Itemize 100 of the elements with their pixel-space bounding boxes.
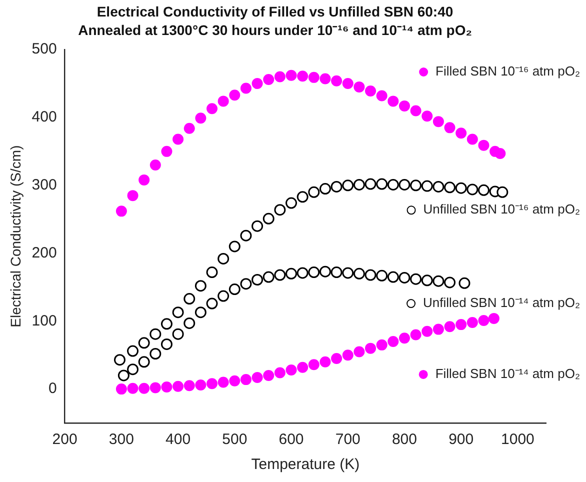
point: [330, 266, 342, 278]
point: [218, 96, 229, 107]
point: [421, 274, 433, 286]
point: [229, 375, 240, 386]
y-tick-label: 100: [32, 312, 57, 330]
point: [410, 180, 422, 192]
point: [172, 134, 184, 145]
chart-subtitle: Annealed at 1300°C 30 hours under 10⁻¹⁶ and 10⁻¹⁴ atm pO₂: [78, 22, 472, 38]
point: [262, 271, 274, 283]
point: [488, 312, 500, 324]
point: [218, 252, 230, 264]
point: [184, 380, 195, 392]
point: [388, 96, 399, 107]
point: [184, 122, 195, 134]
chart-title: Electrical Conductivity of Filled vs Unfilled SBN 60:40: [96, 3, 454, 20]
y-axis-title: Electrical Conductivity (S/cm): [7, 145, 24, 328]
point: [114, 354, 126, 366]
point: [376, 339, 388, 350]
point: [184, 317, 196, 329]
point: [274, 269, 286, 281]
point: [138, 382, 150, 394]
point: [444, 122, 456, 134]
point: [240, 82, 252, 94]
point: [229, 90, 240, 101]
point: [456, 319, 467, 330]
point: [116, 206, 127, 217]
point: [478, 140, 490, 151]
legend-label: Filled SBN 10⁻¹⁴ atm pO₂: [435, 366, 580, 382]
point: [354, 346, 365, 358]
point: [320, 73, 331, 84]
point: [478, 314, 490, 326]
point: [398, 178, 410, 190]
point: [297, 70, 308, 82]
point: [398, 272, 410, 284]
point: [364, 269, 376, 281]
point: [252, 274, 264, 286]
point: [240, 374, 252, 386]
point: [432, 275, 444, 287]
point: [274, 367, 286, 378]
point: [308, 72, 320, 83]
point: [308, 266, 320, 278]
point: [353, 268, 365, 280]
point: [398, 332, 410, 344]
point: [161, 146, 172, 157]
legend-label: Unfilled SBN 10⁻¹⁶ atm pO₂: [423, 202, 580, 217]
point: [127, 345, 139, 357]
point: [150, 160, 161, 171]
point: [172, 306, 184, 318]
point: [160, 318, 172, 330]
point: [228, 240, 240, 252]
x-axis-title: Temperature (K): [251, 456, 360, 474]
point: [410, 273, 422, 285]
point: [376, 270, 388, 282]
point: [353, 178, 365, 190]
x-tick-label: 800: [392, 431, 417, 448]
point: [421, 180, 433, 192]
point: [331, 75, 342, 86]
point: [296, 267, 308, 279]
point: [478, 184, 490, 196]
x-tick-label: 600: [278, 431, 304, 448]
point: [319, 266, 331, 278]
point: [150, 348, 162, 360]
point: [150, 328, 162, 340]
point: [138, 174, 150, 186]
point: [466, 317, 478, 328]
point: [240, 278, 252, 290]
point: [398, 100, 410, 112]
y-tick-label: 400: [32, 108, 57, 126]
point: [263, 370, 274, 381]
point: [218, 376, 229, 388]
x-tick-label: 700: [335, 431, 360, 448]
point: [138, 356, 150, 368]
point: [331, 353, 342, 364]
x-tick-label: 900: [448, 431, 474, 448]
y-tick-label: 500: [32, 40, 57, 58]
y-tick-label: 0: [48, 380, 57, 398]
point: [240, 230, 252, 242]
point: [172, 328, 184, 340]
point: [494, 148, 506, 159]
point: [444, 182, 456, 194]
point: [228, 284, 240, 296]
legend-label: Unfilled SBN 10⁻¹⁴ atm pO₂: [423, 295, 580, 310]
point: [161, 382, 172, 393]
point: [127, 382, 138, 394]
point: [376, 178, 388, 190]
point: [308, 186, 320, 198]
point: [116, 384, 127, 395]
point: [444, 276, 456, 288]
point: [387, 178, 399, 190]
point: [320, 356, 331, 368]
point: [422, 110, 433, 122]
point: [252, 372, 263, 384]
point: [342, 78, 354, 90]
point: [456, 128, 467, 139]
point: [330, 180, 342, 192]
point: [138, 337, 150, 349]
point: [274, 71, 286, 82]
point: [410, 329, 422, 340]
point: [496, 186, 508, 198]
x-tick-label: 400: [166, 431, 191, 448]
